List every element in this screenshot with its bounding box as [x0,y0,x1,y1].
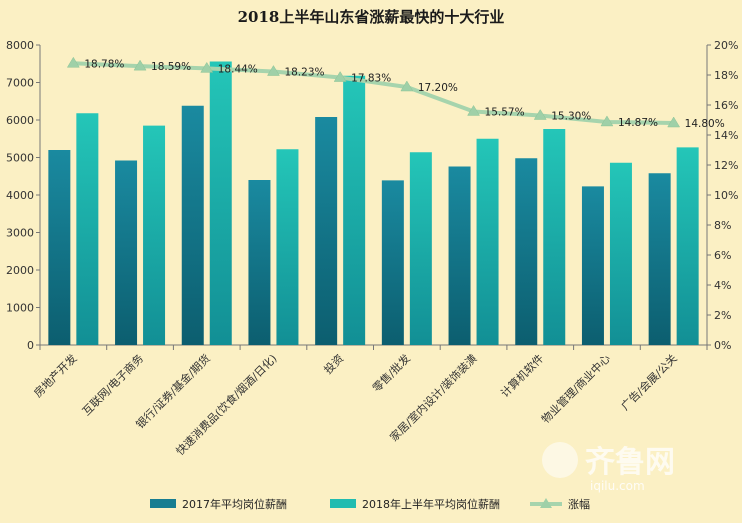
bar-2017 [115,160,138,345]
legend-swatch-2018-h1 [330,499,356,508]
left-tick-label: 2000 [6,264,34,277]
growth-line-path [73,61,674,125]
bar-2018-h1 [676,147,699,345]
watermark-brand: 齐鲁网 [585,445,675,480]
left-tick-label: 1000 [6,302,34,315]
bar-2017 [581,186,604,345]
legend-swatch-2017 [150,499,176,508]
growth-data-label: 17.83% [351,73,391,85]
bar-2018-h1 [476,138,499,345]
growth-point [333,71,347,82]
right-tick-label: 2% [714,309,731,322]
growth-data-label: 18.44% [218,63,258,75]
legend-marker-growth [540,498,552,508]
growth-point [667,116,681,128]
axes: 0 1000 2000 3000 4000 5000 6000 7000 8000 0% 2% 4% 6… [6,39,738,352]
right-tick-label: 6% [714,249,731,262]
growth-data-label: 18.78% [84,58,124,70]
bar-2017 [181,105,204,345]
x-category-label: 互联网/电子商务 [79,351,146,418]
left-tick-label: 8000 [6,39,34,52]
bar-2018-h1 [76,113,99,345]
growth-data-label: 15.30% [551,111,591,123]
left-tick-label: 3000 [6,227,34,240]
growth-data-label: 14.80% [685,118,725,130]
x-category-label: 零售/批发 [369,351,413,395]
right-tick-label: 0% [714,339,731,352]
right-tick-label: 4% [714,279,731,292]
growth-point [533,109,547,120]
x-category-label: 银行/证券/基金/期货 [133,351,213,431]
bar-2017 [315,117,338,345]
watermark-logo-icon [542,442,578,478]
bar-2017 [448,166,471,345]
growth-data-label: 18.23% [284,67,324,79]
watermark: 齐鲁网 iqilu.com [542,442,675,493]
growth-data-label: 14.87% [618,117,658,129]
bar-2017 [381,180,404,345]
left-tick-label: 6000 [6,114,34,127]
legend-label-growth: 涨幅 [568,498,590,511]
bar-2018-h1 [409,152,432,345]
growth-point [267,65,280,76]
legend-label-2018-h1: 2018年上半年平均岗位薪酬 [362,497,500,511]
right-tick-label: 12% [714,159,738,172]
growth-point [467,104,480,116]
bars [48,61,699,345]
bar-2018-h1 [609,162,632,345]
right-tick-label: 10% [714,189,738,202]
legend-label-2017: 2017年平均岗位薪酬 [182,497,287,511]
growth-point [133,59,147,71]
right-tick-label: 16% [714,99,738,112]
left-tick-label: 5000 [6,152,34,165]
growth-point [400,80,414,92]
bar-2018-h1 [209,61,232,345]
growth-point [66,56,80,68]
x-category-label: 投资 [321,351,346,376]
right-tick-label: 18% [714,69,738,82]
growth-point [600,115,614,127]
bar-2018-h1 [143,125,166,345]
left-tick-label: 7000 [6,77,34,90]
growth-data-label: 15.57% [485,106,525,118]
legend: 2017年平均岗位薪酬 2018年上半年平均岗位薪酬 涨幅 [150,497,590,511]
bar-2017 [648,173,671,345]
left-tick-label: 4000 [6,189,34,202]
bar-2018-h1 [543,129,566,345]
right-tick-label: 8% [714,219,731,232]
x-category-label: 房地产开发 [31,351,80,400]
right-tick-label: 20% [714,39,738,52]
x-category-label: 广告/会展/公关 [618,351,680,413]
chart-title: 2018上半年山东省涨薪最快的十大行业 [238,8,505,26]
right-tick-label: 14% [714,129,738,142]
bar-2017 [248,180,271,345]
x-category-label: 物业管理/商业中心 [538,351,613,426]
bar-2018-h1 [276,149,299,345]
growth-line: 18.78% 18.59% 18.44% 18.23% 17.83% 17.20% 15.5… [66,56,725,130]
left-tick-label: 0 [27,339,34,352]
x-category-label: 计算机软件 [498,351,547,400]
watermark-url: iqilu.com [590,479,645,493]
bar-2018-h1 [343,75,366,345]
growth-data-label: 18.59% [151,61,191,73]
growth-point [200,61,214,73]
growth-data-label: 17.20% [418,82,458,94]
bar-2017 [48,150,71,345]
bar-2017 [515,158,538,345]
